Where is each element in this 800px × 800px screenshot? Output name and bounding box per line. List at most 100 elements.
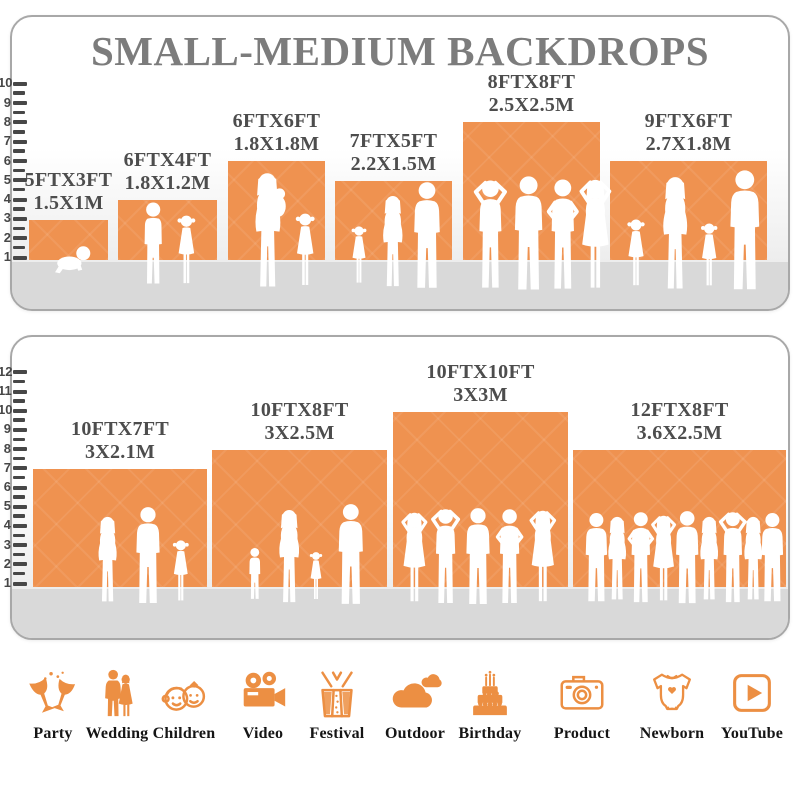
size-m-label: 2.2X1.5M — [350, 152, 437, 175]
ruler-number: 7 — [3, 133, 11, 149]
size-m-label: 2.7X1.8M — [645, 133, 732, 156]
backdrop-size-label: 10FTX7FT 3X2.1M — [20, 418, 220, 464]
ruler-number: 5 — [3, 171, 11, 187]
ruler-tick — [13, 504, 27, 509]
person-silhouette-womanhh — [573, 179, 618, 291]
category-item-youtube: YouTube — [708, 666, 796, 743]
ruler-number: 4 — [3, 191, 11, 207]
ruler-tick — [13, 130, 25, 134]
category-item-newborn: Newborn — [628, 666, 716, 743]
children-icon — [157, 666, 211, 720]
ruler-tick — [13, 456, 25, 461]
backdrop-size-label: 6FTX6FT 1.8X1.8M — [177, 110, 377, 156]
size-ft-label: 12FTX8FT — [630, 399, 729, 421]
ruler-tick — [13, 437, 25, 441]
ruler-tick — [13, 475, 25, 480]
size-ft-label: 5FTX3FT — [24, 169, 113, 191]
person-silhouette-woman — [90, 516, 125, 604]
ruler-tick — [13, 178, 27, 183]
backdrop-size-label: 10FTX10FT 3X3M — [381, 361, 581, 407]
category-item-video: Video — [219, 666, 307, 743]
person-silhouette-girl — [696, 222, 722, 288]
person-silhouette-woman — [652, 176, 698, 292]
person-silhouette-girl — [168, 539, 194, 603]
party-icon — [26, 666, 80, 720]
person-silhouette-girl — [347, 225, 371, 285]
backdrop-rect — [29, 220, 108, 260]
backdrop-size-label: 7FTX5FT 2.2X1.5M — [294, 130, 494, 176]
ruler-number: 3 — [3, 210, 11, 226]
person-silhouette-man — [720, 169, 770, 293]
ruler-tick — [13, 159, 27, 163]
person-silhouette-man — [405, 181, 449, 291]
ruler-tick — [13, 399, 25, 403]
ruler-tick — [13, 533, 25, 537]
category-item-party: Party — [9, 666, 97, 743]
ruler-number: 9 — [3, 94, 11, 110]
ruler-tick — [13, 236, 27, 241]
product-icon — [555, 666, 609, 720]
ruler-tick — [13, 552, 25, 557]
ruler-tick — [13, 91, 25, 95]
ruler-tick — [13, 571, 25, 576]
ruler-number: 10 — [0, 75, 13, 91]
ruler-tick — [13, 245, 25, 250]
ruler-number: 6 — [3, 479, 11, 494]
ruler-tick — [13, 197, 27, 202]
person-silhouette-womanhh — [524, 510, 562, 604]
person-silhouette-girl — [306, 551, 326, 601]
ruler-tick — [13, 379, 25, 384]
person-silhouette-girl — [290, 212, 320, 288]
ruler-tick — [13, 427, 27, 432]
ruler-number: 7 — [3, 459, 11, 475]
category-label: Birthday — [458, 725, 522, 742]
person-silhouette-baby — [49, 244, 94, 274]
ruler-number: 12 — [0, 363, 13, 379]
backdrop-size-label: 12FTX8FT 3.6X2.5M — [580, 399, 780, 445]
category-label: Wedding — [85, 725, 149, 742]
category-label: Party — [33, 725, 73, 742]
ruler-tick — [13, 149, 25, 153]
category-item-product: Product — [538, 666, 626, 743]
backdrop-size-label: 5FTX3FT 1.5X1M — [0, 169, 169, 215]
outdoor-icon — [388, 666, 442, 720]
ruler-tick — [13, 139, 27, 144]
ruler-tick — [13, 168, 25, 173]
ruler-number: 8 — [3, 113, 11, 129]
ruler-tick — [13, 495, 25, 499]
size-ft-label: 8FTX8FT — [487, 71, 576, 93]
person-silhouette-man — [128, 506, 168, 606]
category-label: Video — [242, 725, 284, 742]
size-m-label: 3X2.5M — [264, 422, 335, 444]
backdrop-size-label: 6FTX4FT 1.8X1.2M — [68, 149, 268, 195]
ruler-number: 2 — [3, 229, 11, 245]
festival-icon — [310, 666, 364, 720]
backdrop-rect — [118, 200, 217, 260]
size-m-label: 3X3M — [453, 383, 508, 406]
ruler-number: 9 — [3, 421, 11, 437]
ruler-tick — [13, 562, 27, 567]
floor-strip — [12, 262, 788, 309]
ruler-number: 1 — [3, 575, 11, 590]
ruler-tick — [13, 581, 27, 586]
ruler-number: 3 — [3, 536, 11, 552]
size-m-label: 2.5X2.5M — [488, 94, 575, 116]
video-icon — [236, 666, 290, 720]
ruler-tick — [13, 447, 27, 452]
person-silhouette-boy — [244, 547, 266, 601]
ruler-tick — [13, 207, 25, 211]
ruler-tick — [13, 216, 27, 221]
youtube-icon — [725, 666, 779, 720]
category-label: YouTube — [720, 725, 784, 742]
person-silhouette-girl — [622, 218, 650, 288]
ruler-number: 8 — [3, 440, 11, 456]
page-title: SMALL-MEDIUM BACKDROPS — [90, 28, 710, 74]
size-m-label: 1.5X1M — [33, 192, 104, 214]
category-label: Festival — [309, 725, 365, 742]
person-silhouette-man — [330, 503, 372, 607]
ruler-number: 1 — [3, 249, 11, 264]
ruler-number: 11 — [0, 383, 12, 398]
category-item-wedding: Wedding — [73, 666, 161, 743]
ruler-tick — [13, 81, 27, 86]
